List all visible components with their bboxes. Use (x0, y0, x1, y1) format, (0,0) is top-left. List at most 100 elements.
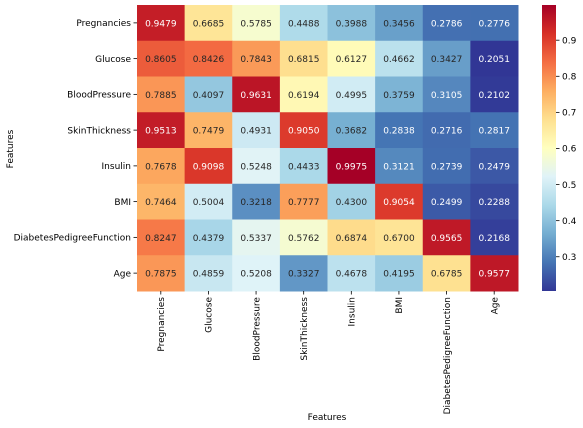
cell-value-label: 0.6127 (336, 55, 368, 65)
cell-value-label: 0.3456 (383, 19, 415, 29)
heatmap-cell (327, 5, 376, 42)
heatmap-cell (422, 76, 471, 113)
cell-value-label: 0.2786 (431, 19, 463, 29)
heatmap-cell (184, 5, 233, 42)
y-tick-label: DiabetesPedigreeFunction (14, 234, 131, 244)
heatmap-cell (422, 219, 471, 256)
cell-value-label: 0.5004 (193, 198, 225, 208)
cell-value-label: 0.2102 (478, 91, 510, 101)
heatmap-cell (422, 255, 471, 292)
cell-value-label: 0.8247 (145, 234, 177, 244)
cell-value-label: 0.4995 (336, 91, 368, 101)
heatmap-cell (184, 219, 233, 256)
cell-value-label: 0.2499 (431, 198, 463, 208)
heatmap-cell (422, 40, 471, 77)
cell-value-label: 0.4300 (336, 198, 368, 208)
y-tick-label: BMI (114, 198, 131, 208)
heatmap-cell (184, 148, 233, 185)
heatmap-cell (327, 40, 376, 77)
heatmap-cell (137, 76, 186, 113)
heatmap-cell (232, 5, 281, 42)
heatmap-cell (375, 255, 424, 292)
heatmap-cell (184, 183, 233, 220)
cell-value-label: 0.7678 (145, 162, 177, 172)
heatmap-cell (470, 219, 519, 256)
heatmap-cell (422, 5, 471, 42)
heatmap-cell (470, 40, 519, 77)
cell-value-label: 0.8605 (145, 55, 177, 65)
colorbar-tick-label: 0.8 (562, 72, 577, 82)
cell-value-label: 0.3327 (288, 270, 320, 280)
x-tick-label: Age (490, 297, 500, 315)
heatmap-cell (232, 148, 281, 185)
cell-value-label: 0.6700 (383, 234, 415, 244)
heatmap-cell (137, 148, 186, 185)
heatmap-cell (327, 148, 376, 185)
cell-value-label: 0.5248 (240, 162, 272, 172)
x-tick-label: Pregnancies (157, 297, 167, 352)
heatmap-cell (184, 76, 233, 113)
cell-value-label: 0.6194 (288, 91, 320, 101)
cell-value-label: 0.2479 (478, 162, 510, 172)
cell-value-label: 0.9631 (240, 91, 272, 101)
cell-value-label: 0.6785 (431, 270, 463, 280)
y-tick-label: SkinThickness (67, 126, 131, 136)
heatmap-cell (279, 40, 328, 77)
cell-value-label: 0.3105 (431, 91, 463, 101)
cell-value-label: 0.7843 (240, 55, 272, 65)
colorbar-tick-label: 0.6 (562, 145, 577, 155)
cell-value-label: 0.7777 (288, 198, 320, 208)
x-tick-label: BMI (395, 297, 405, 314)
colorbar-tick-label: 0.9 (562, 36, 577, 46)
y-tick-labels: Pregnancies Glucose BloodPressure SkinThick… (14, 19, 137, 279)
x-tick-labels: Pregnancies Glucose BloodPressure SkinThick… (157, 291, 500, 414)
cell-value-label: 0.4195 (383, 270, 415, 280)
cell-value-label: 0.2716 (431, 127, 463, 137)
cell-value-label: 0.2838 (383, 127, 415, 137)
cell-value-label: 0.3988 (336, 19, 368, 29)
cell-value-label: 0.7464 (145, 198, 177, 208)
heatmap-cell (279, 255, 328, 292)
heatmap-cell (327, 255, 376, 292)
y-tick-label: BloodPressure (67, 91, 131, 101)
y-tick-label: Glucose (95, 55, 131, 65)
cell-value-label: 0.2051 (478, 55, 510, 65)
cell-value-label: 0.3218 (240, 198, 272, 208)
heatmap-cell (232, 112, 281, 149)
cell-value-label: 0.7885 (145, 91, 177, 101)
cell-value-label: 0.5762 (288, 234, 320, 244)
cell-value-label: 0.7479 (193, 127, 225, 137)
heatmap-cell (375, 219, 424, 256)
x-axis-label: Features (308, 413, 347, 423)
cell-value-label: 0.9050 (288, 127, 320, 137)
heatmap-cell (137, 112, 186, 149)
heatmap-cell (137, 219, 186, 256)
heatmap-cell (232, 76, 281, 113)
heatmap-cell (279, 5, 328, 42)
heatmap-cell (422, 112, 471, 149)
heatmap-cell (184, 40, 233, 77)
cell-value-label: 0.5785 (240, 19, 272, 29)
cell-value-label: 0.2168 (478, 234, 510, 244)
heatmap-cell (279, 219, 328, 256)
cell-value-label: 0.5337 (240, 234, 272, 244)
cell-value-label: 0.7875 (145, 270, 177, 280)
heatmap-cell (375, 76, 424, 113)
cell-value-label: 0.9479 (145, 19, 177, 29)
heatmap-cell (279, 76, 328, 113)
heatmap-cell (375, 5, 424, 42)
heatmap-cell (375, 148, 424, 185)
colorbar-tick-label: 0.3 (562, 253, 576, 263)
cell-value-label: 0.4379 (193, 234, 225, 244)
y-tick-label: Age (114, 269, 132, 279)
y-tick-label: Insulin (102, 162, 131, 172)
heatmap-cell (232, 40, 281, 77)
heatmap-cell (470, 112, 519, 149)
cell-value-label: 0.2739 (431, 162, 463, 172)
colorbar-tick-label: 0.7 (562, 109, 576, 119)
x-tick-label: SkinThickness (300, 297, 310, 361)
cell-value-label: 0.2776 (478, 19, 510, 29)
heatmap-cell (137, 5, 186, 42)
heatmap-cell (470, 76, 519, 113)
heatmap-cell (137, 255, 186, 292)
